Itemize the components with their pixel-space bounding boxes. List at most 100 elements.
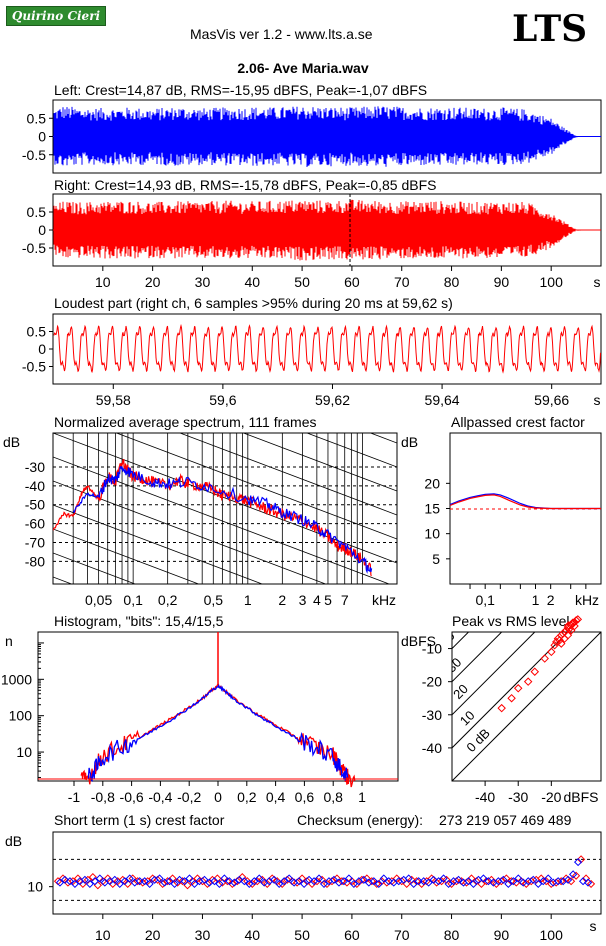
time-xtick-label: 70	[394, 274, 410, 290]
lts-logo: LTS	[512, 8, 588, 50]
short-term-xtick-label: 80	[444, 927, 460, 943]
time-xtick-label: 100	[540, 274, 564, 290]
short-term-point-left	[145, 879, 154, 889]
short-term-point-left	[295, 877, 304, 886]
short-term-point-right	[273, 877, 282, 886]
short-term-frame	[52, 831, 602, 915]
spectrum-slope-line	[53, 504, 264, 584]
peak-vs-rms-title: Peak vs RMS level	[452, 613, 570, 629]
app-title: MasVis ver 1.2 - www.lts.a.se	[190, 26, 373, 42]
short-term-point-left	[314, 874, 324, 883]
short-term-xtick-label: 10	[95, 927, 111, 943]
time-xtick-label: 50	[294, 274, 310, 290]
left-channel-ytick-label: 0.5	[27, 110, 47, 126]
peak-vs-rms-frame	[451, 631, 602, 782]
spectrum-slope-line	[53, 241, 397, 371]
short-term-point-left	[339, 877, 349, 886]
spectrum-ylabel: dB	[3, 434, 20, 450]
peak-vs-rms-point	[540, 654, 549, 663]
short-term-point-left	[135, 877, 144, 886]
short-term-point-left	[170, 879, 179, 889]
peak-vs-rms-diagonal	[452, 632, 569, 749]
short-term-point-left	[190, 879, 199, 889]
time-axis-unit: s	[594, 274, 601, 290]
short-term-point-left	[329, 875, 339, 884]
histogram-xtick-label: -0,8	[91, 789, 115, 805]
short-term-point-left	[270, 875, 279, 884]
spectrum-slope-line	[53, 528, 200, 584]
histogram-ytick-label: 10	[16, 744, 32, 760]
short-term-point-left	[309, 877, 319, 886]
short-term-xtick-label: 20	[145, 927, 161, 943]
spectrum-frame	[52, 432, 398, 585]
short-term-xtick-label: 30	[195, 927, 211, 943]
peak-vs-rms-xtick-label: -40	[475, 789, 495, 805]
short-term-point-right	[258, 875, 267, 884]
spectrum-xtick-label: 1	[244, 592, 252, 608]
histogram-series-right	[80, 683, 356, 788]
histogram-xtick-label: 0	[214, 789, 222, 805]
histogram-xtick-label: 0,6	[295, 789, 315, 805]
short-term-point-right	[93, 881, 102, 890]
short-term-point-left	[514, 874, 523, 883]
peak-vs-rms-ytick-label: -40	[422, 740, 442, 756]
peak-vs-rms-point	[573, 615, 583, 624]
peak-vs-rms-point	[530, 667, 540, 676]
short-term-point-left	[80, 875, 89, 884]
short-term-xtick-label: 90	[494, 927, 510, 943]
left-channel-title: Left: Crest=14,87 dB, RMS=-15,95 dBFS, P…	[54, 82, 428, 98]
loudest-waveform	[53, 323, 601, 374]
spectrum-xtick-label: 0,1	[123, 592, 143, 608]
right-channel-ytick-label: 0.5	[27, 204, 47, 220]
peak-vs-rms-point	[568, 618, 578, 627]
peak-vs-rms-xtick-label: -20	[541, 789, 561, 805]
peak-vs-rms-axis-unit: dBFS	[563, 789, 598, 805]
peak-vs-rms-diagonal-label: 40	[437, 628, 458, 649]
short-term-point-left	[344, 874, 354, 883]
short-term-point-left	[180, 877, 189, 886]
short-term-point-left	[404, 874, 413, 883]
peak-vs-rms-point	[563, 631, 573, 640]
short-term-point-right	[571, 871, 581, 880]
loudest-xtick-label: 59,66	[534, 392, 569, 408]
histogram-xtick-label: 0,8	[323, 789, 343, 805]
histogram-ytick-label: 1000	[1, 671, 32, 687]
spectrum-xtick-label: 4	[313, 592, 321, 608]
quirino-cieri-badge: Quirino Cieri	[6, 6, 106, 26]
short-term-point-left	[280, 877, 289, 886]
spectrum-ytick-label: -40	[25, 478, 45, 494]
peak-vs-rms-point	[507, 693, 516, 703]
time-xtick-label: 90	[494, 274, 510, 290]
right-channel-title: Right: Crest=14,93 dB, RMS=-15,78 dBFS, …	[54, 177, 437, 193]
spectrum-ytick-label: -50	[25, 497, 45, 513]
short-term-point-right	[193, 874, 202, 883]
short-term-point-left	[569, 870, 578, 879]
short-term-point-left	[509, 877, 518, 886]
short-term-point-right	[347, 877, 357, 886]
short-term-point-left	[165, 877, 174, 886]
peak-vs-rms-ytick-label: -30	[422, 707, 442, 723]
peak-vs-rms-ylabel: dBFS	[401, 633, 436, 649]
loudest-part-title: Loudest part (right ch, 6 samples >95% d…	[54, 295, 453, 311]
short-term-point-right	[223, 877, 232, 886]
short-term-point-left	[70, 879, 80, 889]
peak-vs-rms-diagonal	[452, 632, 601, 781]
short-term-point-right	[178, 877, 187, 886]
short-term-point-left	[374, 879, 383, 889]
short-term-point-right	[183, 881, 192, 890]
short-term-point-left	[200, 875, 209, 884]
short-term-point-left	[120, 877, 129, 886]
time-xtick-label: 10	[95, 274, 111, 290]
short-term-point-left	[504, 879, 513, 889]
left-channel-ytick-label: 0	[38, 129, 46, 145]
allpassed-xtick-label: 2	[547, 592, 555, 608]
spectrum-xtick-label: 2	[278, 592, 286, 608]
short-term-point-left	[55, 878, 65, 887]
short-term-point-right	[492, 879, 501, 889]
peak-vs-rms-diagonal	[452, 632, 470, 650]
spectrum-ytick-label: -70	[25, 534, 45, 550]
short-term-point-right	[412, 877, 421, 886]
short-term-point-left	[359, 875, 368, 884]
loudest-xtick-label: 59,58	[96, 392, 131, 408]
spectrum-slope-line	[53, 673, 397, 803]
